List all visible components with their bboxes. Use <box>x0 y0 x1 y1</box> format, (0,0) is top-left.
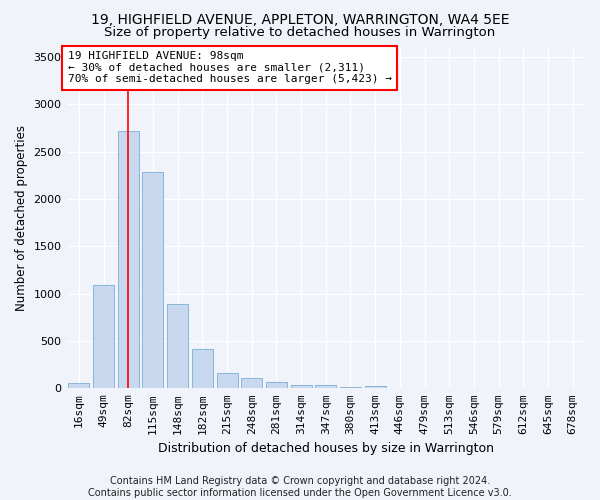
Text: 19 HIGHFIELD AVENUE: 98sqm
← 30% of detached houses are smaller (2,311)
70% of s: 19 HIGHFIELD AVENUE: 98sqm ← 30% of deta… <box>68 52 392 84</box>
Bar <box>142 172 163 388</box>
Text: Size of property relative to detached houses in Warrington: Size of property relative to detached ho… <box>104 26 496 39</box>
Bar <box>340 387 361 388</box>
Y-axis label: Number of detached properties: Number of detached properties <box>15 125 28 311</box>
Bar <box>93 285 114 389</box>
Bar <box>266 382 287 388</box>
Bar <box>241 378 262 388</box>
Bar <box>118 131 139 388</box>
Bar <box>315 386 336 388</box>
Bar <box>68 383 89 388</box>
X-axis label: Distribution of detached houses by size in Warrington: Distribution of detached houses by size … <box>158 442 494 455</box>
Text: Contains HM Land Registry data © Crown copyright and database right 2024.
Contai: Contains HM Land Registry data © Crown c… <box>88 476 512 498</box>
Bar <box>167 304 188 388</box>
Bar <box>290 384 311 388</box>
Text: 19, HIGHFIELD AVENUE, APPLETON, WARRINGTON, WA4 5EE: 19, HIGHFIELD AVENUE, APPLETON, WARRINGT… <box>91 12 509 26</box>
Bar <box>365 386 386 388</box>
Bar <box>192 350 213 389</box>
Bar <box>217 372 238 388</box>
